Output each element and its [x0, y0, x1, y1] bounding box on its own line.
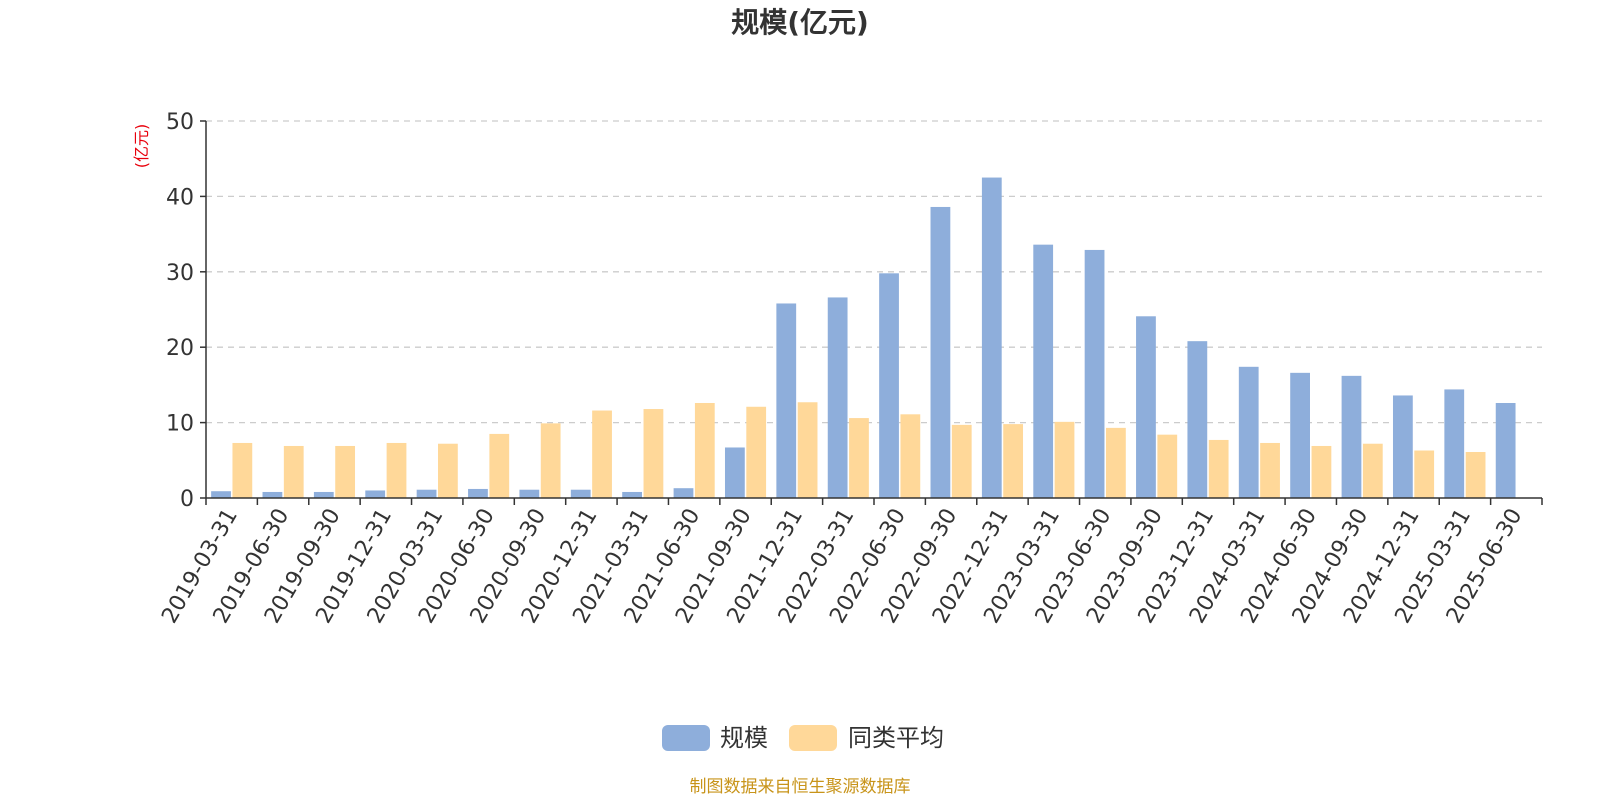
bar-scale	[1187, 341, 1208, 498]
bar-average	[1465, 452, 1486, 498]
bar-scale	[673, 488, 694, 498]
bar-average	[1054, 421, 1075, 498]
bar-scale	[519, 489, 540, 498]
bar-scale	[724, 447, 745, 498]
y-tick-label: 30	[166, 261, 194, 286]
legend-item-average[interactable]: 同类平均	[789, 724, 944, 752]
bar-average	[1003, 424, 1024, 498]
bar-scale	[1444, 389, 1465, 498]
bar-scale	[416, 489, 437, 498]
bar-average	[438, 443, 458, 498]
bar-scale	[879, 273, 899, 498]
y-tick-label: 0	[180, 487, 194, 512]
grid-lines	[206, 120, 1542, 424]
legend-swatch-scale	[662, 725, 710, 751]
bar-scale	[1084, 249, 1105, 498]
data-source-note: 制图数据来自恒生聚源数据库	[690, 777, 911, 797]
bar-average	[232, 442, 253, 498]
bar-average	[643, 409, 664, 498]
bar-average	[592, 410, 612, 498]
y-axis-unit-label: (亿元)	[132, 124, 151, 169]
chart-title: 规模(亿元)	[731, 6, 869, 39]
bar-average	[489, 433, 510, 498]
legend-swatch-average	[789, 725, 837, 751]
bar-scale	[262, 491, 283, 498]
bar-scale	[1341, 375, 1362, 498]
bar-scale	[468, 488, 488, 498]
bar-average	[1311, 445, 1332, 498]
bars	[211, 177, 1516, 499]
bar-scale	[1495, 402, 1516, 498]
bar-average	[1260, 442, 1280, 498]
bar-average	[900, 414, 921, 498]
bar-scale	[776, 303, 797, 498]
bar-average	[283, 445, 304, 498]
y-tick-label: 20	[166, 336, 194, 361]
bar-average	[1362, 443, 1383, 498]
y-tick-label: 50	[166, 110, 194, 135]
bar-scale	[1238, 366, 1259, 498]
bar-average	[335, 445, 356, 498]
bar-scale	[1136, 316, 1156, 498]
y-tick-labels: 0 10 20 30 40 50	[166, 110, 194, 512]
bar-scale	[1290, 372, 1310, 498]
bar-scale	[930, 206, 951, 498]
bar-average	[797, 402, 818, 498]
bar-average	[1208, 439, 1229, 498]
bar-scale	[1392, 395, 1413, 498]
bar-scale	[1033, 244, 1054, 498]
bar-scale	[365, 490, 386, 498]
bar-average	[694, 402, 715, 498]
bar-scale	[313, 491, 334, 498]
bar-average	[746, 406, 767, 498]
bar-average	[1106, 427, 1126, 498]
x-tick-labels: 2019-03-312019-06-302019-09-302019-12-31…	[157, 504, 1527, 627]
axes	[200, 120, 1543, 505]
legend[interactable]: 规模 同类平均	[662, 724, 944, 752]
bar-scale	[622, 491, 642, 498]
bar-average	[540, 423, 561, 498]
y-tick-label: 40	[166, 185, 194, 210]
bar-scale	[827, 297, 848, 498]
bar-average	[386, 442, 407, 498]
bar-scale	[981, 177, 1002, 499]
bar-scale	[570, 489, 591, 498]
bar-average	[849, 418, 869, 498]
bar-average	[1414, 450, 1435, 498]
bar-scale	[211, 491, 231, 498]
y-tick-label: 10	[166, 412, 194, 437]
legend-label-scale: 规模	[720, 724, 768, 752]
bar-average	[1157, 434, 1178, 498]
legend-item-scale[interactable]: 规模	[662, 724, 768, 752]
legend-label-average: 同类平均	[848, 724, 944, 752]
bar-average	[951, 424, 972, 498]
